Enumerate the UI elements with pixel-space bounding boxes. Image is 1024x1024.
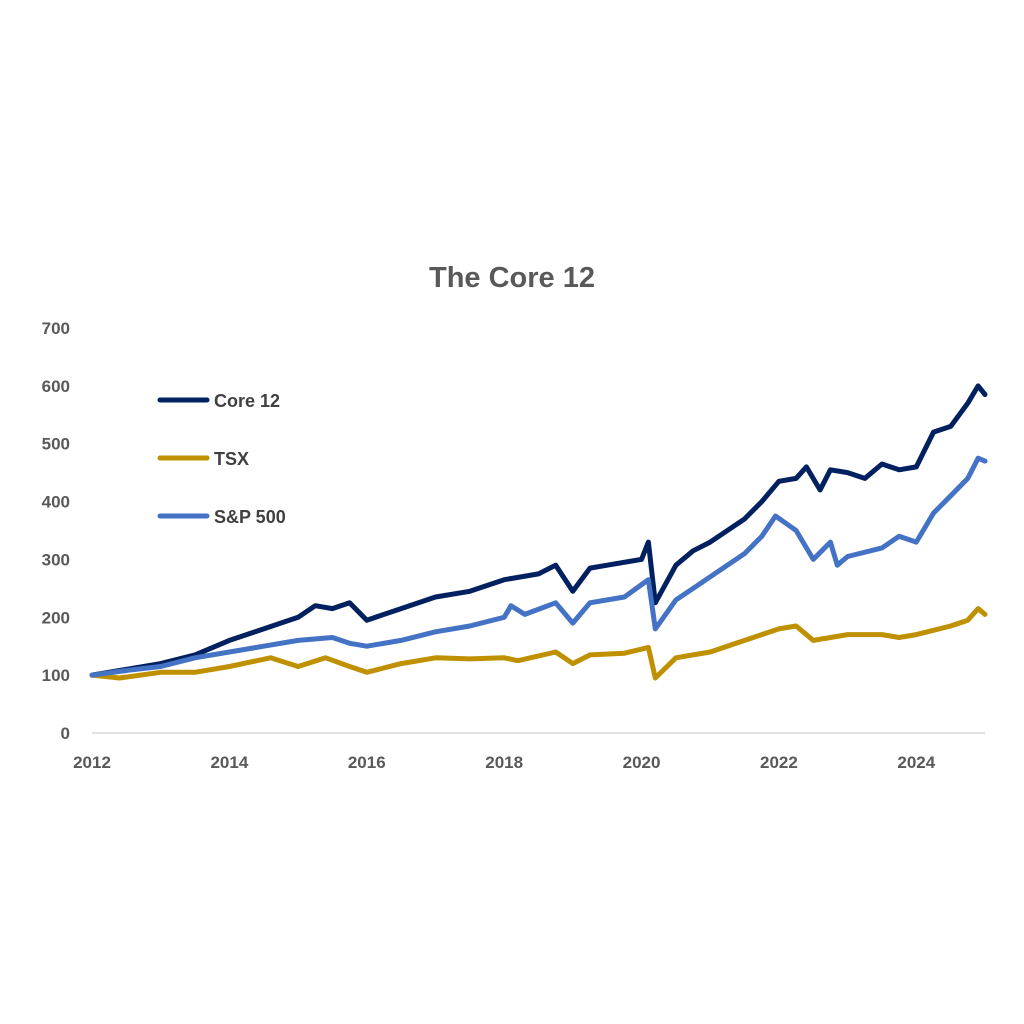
x-tick-label: 2022 <box>760 753 798 772</box>
y-tick-label: 0 <box>61 724 70 743</box>
x-tick-label: 2024 <box>897 753 935 772</box>
series-line-core-12 <box>89 383 988 678</box>
chart-title: The Core 12 <box>429 262 595 294</box>
x-tick-label: 2014 <box>210 753 248 772</box>
x-tick-label: 2018 <box>485 753 523 772</box>
y-tick-label: 500 <box>42 435 70 454</box>
x-tick-label: 2012 <box>73 753 111 772</box>
series-line-s-p-500 <box>89 455 988 678</box>
x-tick-label: 2020 <box>623 753 661 772</box>
y-tick-label: 600 <box>42 377 70 396</box>
legend-label: S&P 500 <box>214 507 286 527</box>
y-tick-label: 400 <box>42 493 70 512</box>
legend-label: TSX <box>214 449 249 469</box>
y-tick-label: 300 <box>42 550 70 569</box>
series-line-tsx <box>89 606 988 681</box>
y-tick-label: 200 <box>42 608 70 627</box>
y-tick-label: 100 <box>42 666 70 685</box>
y-tick-label: 700 <box>42 319 70 338</box>
x-tick-label: 2016 <box>348 753 386 772</box>
legend-label: Core 12 <box>214 391 280 411</box>
